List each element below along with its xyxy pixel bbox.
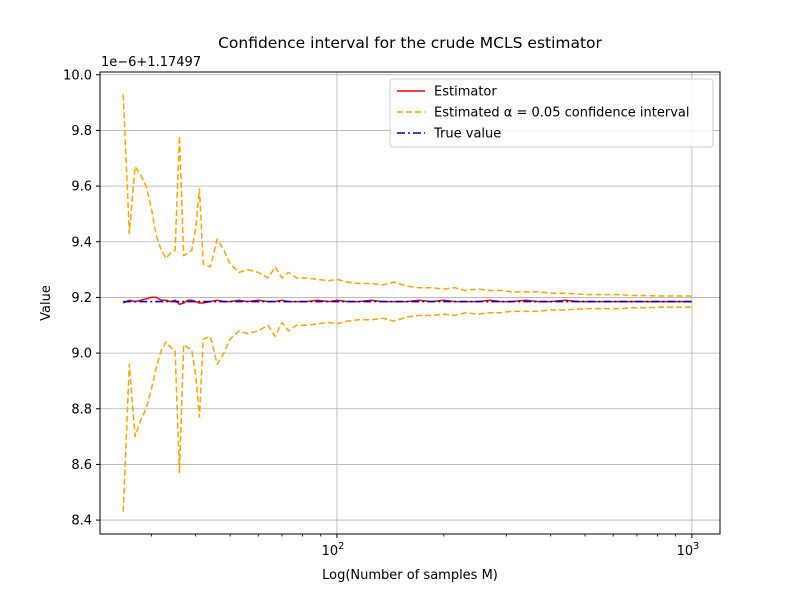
y-tick-label: 9.6: [71, 180, 92, 195]
legend: Estimator Estimated α = 0.05 confidence i…: [389, 78, 714, 148]
legend-label: True value: [433, 127, 501, 142]
legend-box: [389, 78, 714, 148]
chart-title: Confidence interval for the crude MCLS e…: [218, 34, 602, 52]
axis-ticks: 8.4 8.6 8.8 9.0 9.2 9.4 9.6 9.8 10.0 102 103: [63, 68, 699, 559]
grid-lines: [100, 72, 720, 534]
legend-item-estimator: Estimator: [397, 85, 497, 100]
y-tick-label: 8.6: [71, 458, 92, 473]
y-tick-label: 10.0: [63, 68, 92, 83]
y-axis-label: Value: [39, 285, 54, 321]
y-tick-label: 9.8: [71, 124, 92, 139]
ci-lower-line: [122, 306, 692, 512]
y-tick-label: 8.4: [71, 514, 92, 529]
ci-upper-line: [122, 94, 692, 297]
x-tick-label: 103: [677, 541, 700, 559]
x-axis-label: Log(Number of samples M): [322, 568, 498, 583]
x-tick-label: 102: [322, 541, 345, 559]
y-tick-label: 9.4: [71, 235, 92, 250]
legend-item-true-value: True value: [397, 127, 501, 142]
y-offset-label: 1e−6+1.17497: [101, 55, 201, 70]
legend-label: Estimator: [434, 85, 497, 100]
legend-item-confidence-interval: Estimated α = 0.05 confidence interval: [397, 106, 689, 121]
y-tick-label: 8.8: [71, 402, 92, 417]
plot-frame: [99, 71, 721, 535]
series-layer: [122, 94, 692, 512]
legend-label: Estimated α = 0.05 confidence interval: [434, 106, 689, 121]
y-tick-label: 9.2: [71, 291, 92, 306]
y-tick-label: 9.0: [71, 347, 92, 362]
